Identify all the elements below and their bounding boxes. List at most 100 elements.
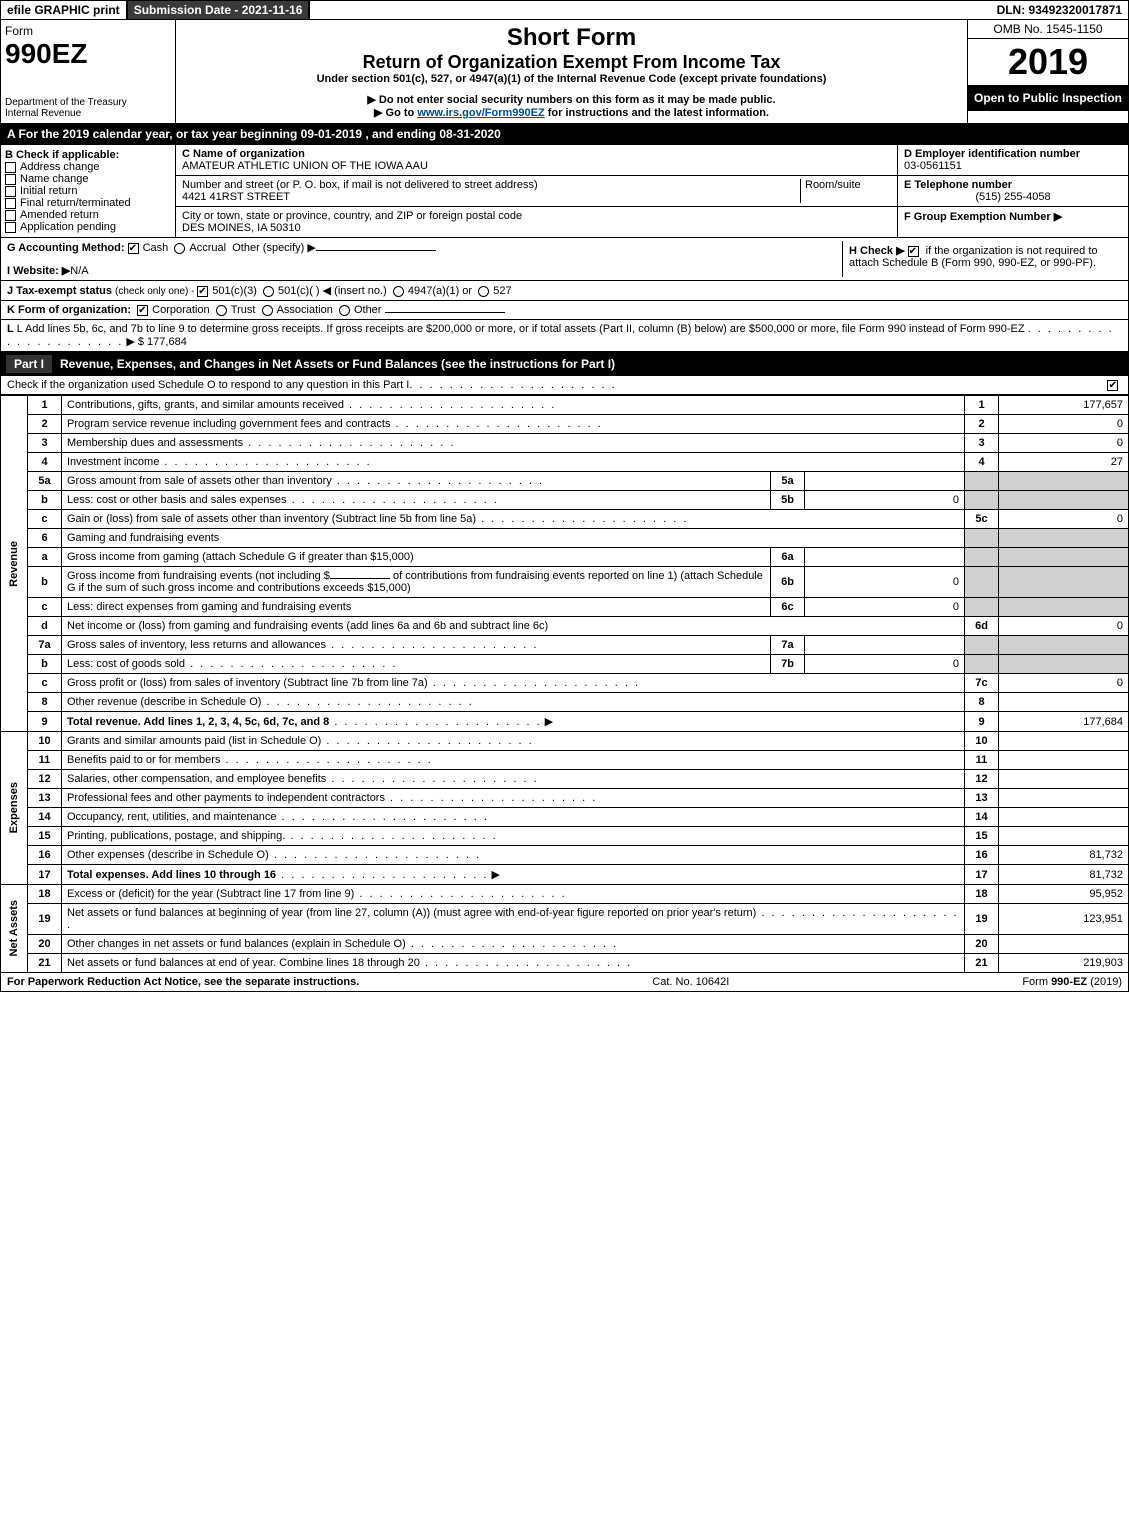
row-5c: cGain or (loss) from sale of assets othe… [1,510,1129,529]
other-org-input[interactable] [385,312,505,313]
t-6: Gaming and fundraising events [62,529,965,548]
t-12: Salaries, other compensation, and employ… [67,773,326,785]
t-20: Other changes in net assets or fund bala… [67,938,406,950]
n-10: 10 [965,732,999,751]
t-11: Benefits paid to or for members [67,754,220,766]
rad-trust[interactable] [216,305,227,316]
chk-corp[interactable] [137,305,148,316]
rad-527[interactable] [478,286,489,297]
n-17: 17 [965,865,999,885]
city-value: DES MOINES, IA 50310 [182,222,301,234]
row-1: Revenue 1 Contributions, gifts, grants, … [1,396,1129,415]
chk-501c3[interactable] [197,286,208,297]
v-18: 95,952 [999,885,1129,904]
row-17: 17Total expenses. Add lines 10 through 1… [1,865,1129,885]
title-sub: Under section 501(c), 527, or 4947(a)(1)… [180,73,963,85]
top-bar: efile GRAPHIC print Submission Date - 20… [0,0,1129,20]
lbl-501c3: 501(c)(3) [212,285,257,297]
footer-left: For Paperwork Reduction Act Notice, see … [7,976,359,988]
footer-right-bold: 990-EZ [1051,976,1087,988]
n-3: 3 [965,434,999,453]
n-14: 14 [965,808,999,827]
header-right: OMB No. 1545-1150 2019 Open to Public In… [968,20,1128,123]
t-7a: Gross sales of inventory, less returns a… [67,639,326,651]
part1-check-text: Check if the organization used Schedule … [7,379,409,391]
c-name-label: C Name of organization [182,148,305,160]
v-15 [999,827,1129,846]
n-16: 16 [965,846,999,865]
chk-schedule-o[interactable] [1107,380,1118,391]
t-16: Other expenses (describe in Schedule O) [67,849,269,861]
t-2: Program service revenue including govern… [67,418,390,430]
n-2: 2 [965,415,999,434]
n-18: 18 [965,885,999,904]
header-center: Short Form Return of Organization Exempt… [176,20,968,123]
v-12 [999,770,1129,789]
box-def: D Employer identification number 03-0561… [898,145,1128,237]
chk-name-change[interactable] [5,174,16,185]
rad-other-org[interactable] [339,305,350,316]
row-2: 2 Program service revenue including gover… [1,415,1129,434]
lbl-other: Other (specify) ▶ [232,242,316,254]
n-13: 13 [965,789,999,808]
t-8: Other revenue (describe in Schedule O) [67,696,261,708]
n-12: 12 [965,770,999,789]
section-netassets-label: Net Assets [6,898,22,958]
chk-initial-return[interactable] [5,186,16,197]
row-3: 3Membership dues and assessments 30 [1,434,1129,453]
chk-amended-return[interactable] [5,210,16,221]
website-value: N/A [70,265,88,277]
note2-pre: ▶ Go to [374,107,417,119]
n-1: 1 [965,396,999,415]
rad-501c[interactable] [263,286,274,297]
row-12: 12 Salaries, other compensation, and empl… [1,770,1129,789]
section-revenue-label: Revenue [6,539,22,589]
sv-6b: 0 [805,567,965,598]
sv-5b: 0 [805,491,965,510]
t-1: Contributions, gifts, grants, and simila… [67,399,344,411]
lbl-trust: Trust [231,304,256,316]
t-4: Investment income [67,456,159,468]
chk-address-change[interactable] [5,162,16,173]
v-16: 81,732 [999,846,1129,865]
row-7b: bLess: cost of goods sold 7b0 [1,655,1129,674]
t-10: Grants and similar amounts paid (list in… [67,735,321,747]
rad-4947[interactable] [393,286,404,297]
v-14 [999,808,1129,827]
t-5a: Gross amount from sale of assets other t… [67,475,332,487]
phone-value: (515) 255-4058 [904,191,1122,203]
footer-right-post: (2019) [1087,976,1122,988]
chk-h[interactable] [908,246,919,257]
v-8 [999,693,1129,712]
n-8: 8 [965,693,999,712]
rad-accrual[interactable] [174,243,185,254]
chk-application-pending[interactable] [5,222,16,233]
v-21: 219,903 [999,954,1129,973]
i-label: I Website: ▶ [7,265,70,277]
irs-link[interactable]: www.irs.gov/Form990EZ [417,107,544,119]
line-g: G Accounting Method: Cash Accrual Other … [7,241,842,254]
chk-cash[interactable] [128,243,139,254]
footer-mid: Cat. No. 10642I [652,976,729,988]
sv-6c: 0 [805,598,965,617]
dept-label: Department of the Treasury [5,97,171,108]
lbl-cash: Cash [143,242,169,254]
row-8: 8Other revenue (describe in Schedule O) … [1,693,1129,712]
org-name: AMATEUR ATHLETIC UNION OF THE IOWA AAU [182,160,428,172]
rad-assoc[interactable] [262,305,273,316]
chk-final-return[interactable] [5,198,16,209]
part1-title: Revenue, Expenses, and Changes in Net As… [60,357,615,371]
g-label: G Accounting Method: [7,242,125,254]
row-6c: cLess: direct expenses from gaming and f… [1,598,1129,617]
efile-print-button[interactable]: efile GRAPHIC print [1,1,128,19]
other-specify-input[interactable] [316,250,436,251]
sn-5a: 5a [771,472,805,491]
sn-6b: 6b [771,567,805,598]
6b-amount-input[interactable] [330,578,390,579]
footer-right: Form 990-EZ (2019) [1022,976,1122,988]
n-5c: 5c [965,510,999,529]
row-6: 6Gaming and fundraising events [1,529,1129,548]
street-label: Number and street (or P. O. box, if mail… [182,179,538,191]
section-ghi: G Accounting Method: Cash Accrual Other … [0,238,1129,281]
submission-date: Submission Date - 2021-11-16 [128,1,311,19]
